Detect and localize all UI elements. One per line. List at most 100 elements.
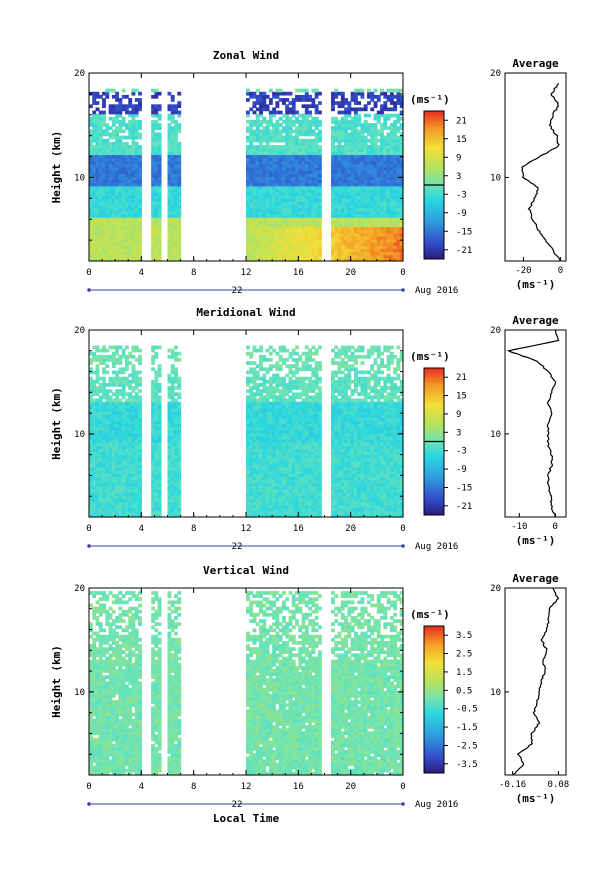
heatmap-cell (121, 457, 126, 462)
heatmap-cell (174, 185, 178, 190)
heatmap-cell (134, 467, 139, 471)
heatmap-cell (308, 160, 313, 165)
heatmap-cell (262, 379, 267, 384)
heatmap-cell (262, 382, 267, 387)
heatmap-cell (128, 464, 133, 468)
heatmap-cell (311, 182, 316, 187)
heatmap-cell (360, 257, 365, 262)
heatmap-cell (278, 163, 283, 168)
heatmap-cell (102, 488, 106, 493)
heatmap-cell (128, 454, 133, 459)
heatmap-cell (370, 245, 375, 250)
heatmap-cell (399, 257, 404, 262)
heatmap-cell (138, 123, 142, 127)
heatmap-cell (360, 201, 365, 206)
heatmap-cell (249, 429, 254, 434)
heatmap-cell (380, 176, 384, 181)
heatmap-cell (108, 207, 113, 212)
heatmap-cell (111, 454, 116, 459)
heatmap-cell (389, 245, 394, 250)
heatmap-cell (154, 401, 159, 406)
heatmap-cell (121, 88, 126, 93)
heatmap-cell (154, 345, 159, 350)
heatmap-cell (301, 151, 306, 156)
heatmap-cell (357, 154, 362, 159)
heatmap-cell (124, 361, 129, 365)
heatmap-cell (259, 141, 263, 146)
heatmap-cell (138, 160, 142, 165)
heatmap-cell (115, 389, 120, 393)
heatmap-cell (262, 414, 267, 418)
heatmap-cell (308, 201, 313, 206)
heatmap-cell (249, 157, 254, 162)
heatmap-cell (396, 195, 401, 199)
heatmap-cell (92, 479, 97, 484)
heatmap-cell (154, 395, 159, 400)
heatmap-cell (177, 91, 182, 96)
heatmap-cell (124, 170, 129, 174)
heatmap-cell (389, 192, 394, 196)
heatmap-cell (174, 245, 178, 250)
heatmap-cell (105, 417, 110, 421)
heatmap-cell (357, 163, 362, 168)
heatmap-cell (89, 151, 93, 156)
heatmap-cell (373, 135, 378, 140)
heatmap-cell (167, 242, 172, 246)
heatmap-cell (252, 229, 257, 234)
heatmap-cell (108, 432, 113, 437)
heatmap-cell (337, 248, 342, 253)
heatmap-cell (154, 423, 159, 428)
heatmap-cell (105, 423, 110, 428)
heatmap-cell (121, 185, 126, 190)
heatmap-cell (131, 192, 136, 196)
heatmap-cell (285, 163, 290, 168)
heatmap-cell (331, 198, 335, 203)
heatmap-cell (92, 411, 97, 415)
heatmap-cell (170, 113, 175, 118)
heatmap-cell (317, 157, 322, 162)
heatmap-cell (128, 223, 133, 228)
heatmap-cell (272, 217, 277, 221)
heatmap-cell (255, 439, 260, 443)
heatmap-cell (370, 242, 375, 246)
heatmap-cell (151, 257, 156, 262)
heatmap-cell (174, 104, 178, 109)
heatmap-cell (121, 201, 126, 206)
heatmap-cell (301, 120, 306, 124)
heatmap-cell (89, 442, 93, 446)
heatmap-cell (138, 485, 142, 490)
heatmap-cell (298, 138, 303, 143)
heatmap-cell (262, 507, 267, 512)
heatmap-cell (252, 429, 257, 434)
heatmap-cell (111, 116, 116, 121)
heatmap-cell (151, 426, 156, 431)
heatmap-cell (255, 507, 260, 512)
heatmap-cell (98, 145, 103, 149)
heatmap-cell (367, 179, 371, 184)
heatmap-cell (167, 348, 172, 353)
heatmap-cell (174, 504, 178, 509)
heatmap-cell (170, 104, 175, 109)
heatmap-cell (298, 132, 303, 137)
heatmap-cell (347, 207, 352, 212)
heatmap-cell (170, 188, 175, 193)
heatmap-cell (115, 414, 120, 418)
heatmap-cell (252, 476, 257, 481)
heatmap-cell (167, 386, 172, 390)
heatmap-cell (124, 226, 129, 231)
heatmap-cell (98, 188, 103, 193)
heatmap-cell (262, 407, 267, 412)
heatmap-cell (115, 217, 120, 221)
heatmap-cell (124, 220, 129, 224)
heatmap-cell (92, 120, 97, 124)
heatmap-cell (98, 163, 103, 168)
heatmap-cell (285, 98, 290, 102)
heatmap-cell (92, 379, 97, 384)
heatmap-cell (177, 432, 182, 437)
heatmap-cell (167, 354, 172, 359)
heatmap-cell (102, 420, 106, 425)
heatmap-cell (291, 239, 296, 243)
heatmap-cell (151, 88, 156, 93)
heatmap-cell (246, 401, 250, 406)
heatmap-cell (252, 435, 257, 440)
